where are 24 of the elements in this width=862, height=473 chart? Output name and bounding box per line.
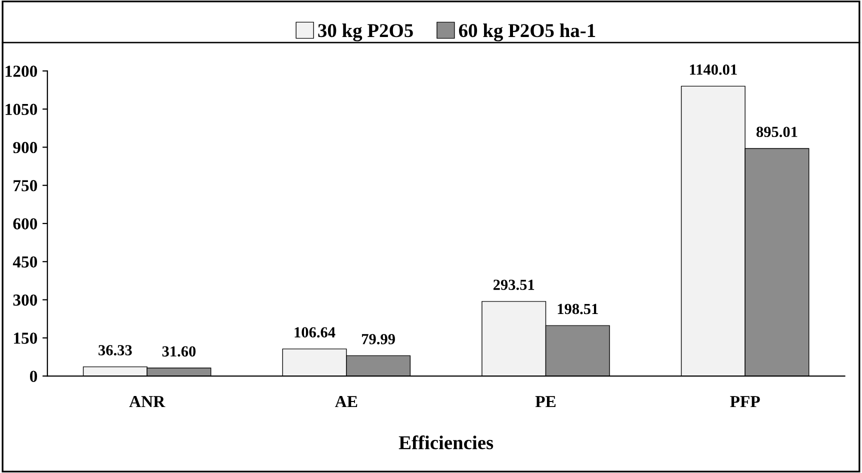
y-tick-label: 300 — [13, 294, 38, 306]
data-label: 36.33 — [98, 345, 132, 356]
data-label: 79.99 — [362, 334, 395, 344]
y-tick-label: 750 — [14, 180, 38, 192]
legend-label: 30 kg P2O5 — [318, 23, 413, 42]
data-label: 895.01 — [756, 126, 798, 138]
x-tick-label: AE — [335, 396, 358, 408]
x-tick-label: ANR — [129, 396, 166, 408]
x-tick-label: PFP — [730, 396, 760, 408]
y-tick-label: 1050 — [6, 104, 38, 116]
y-tick-label: 0 — [30, 370, 38, 382]
y-tick-label: 900 — [13, 142, 38, 154]
y-tick-label: 1200 — [6, 66, 38, 77]
y-tick-label: 150 — [14, 332, 38, 344]
data-label: 1140.01 — [690, 64, 737, 75]
y-tick-label: 600 — [13, 218, 38, 230]
x-axis-title: Efficiencies — [398, 435, 494, 450]
data-label: 31.60 — [162, 346, 196, 357]
y-tick-label: 450 — [12, 256, 38, 268]
data-label: 293.51 — [493, 280, 534, 290]
x-tick-label: PE — [535, 396, 556, 408]
legend-label: 60 kg P2O5 ha-1 — [459, 23, 596, 42]
data-label: 106.64 — [294, 327, 336, 338]
data-label: 198.51 — [558, 304, 598, 314]
